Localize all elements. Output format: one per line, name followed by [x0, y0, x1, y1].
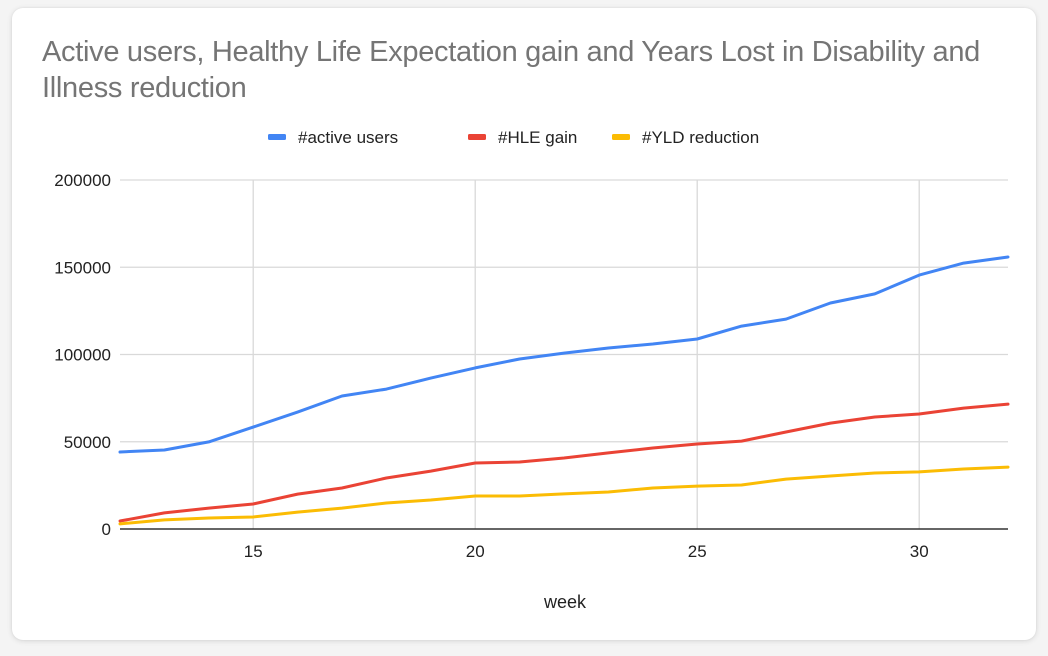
- y-tick-label: 0: [102, 520, 111, 539]
- series-line-yld-reduction: [118, 465, 1010, 526]
- gridlines: [120, 179, 1008, 529]
- x-tick-label: 30: [910, 542, 929, 561]
- legend: #active users #HLE gain #YLD reduction: [268, 128, 759, 147]
- series-line-hle-gain: [118, 402, 1010, 523]
- legend-label: #YLD reduction: [642, 128, 759, 147]
- legend-item[interactable]: #YLD reduction: [612, 128, 759, 147]
- x-tick-label: 20: [466, 542, 485, 561]
- legend-label: #active users: [298, 128, 398, 147]
- chart-title: Active users, Healthy Life Expectation g…: [42, 36, 980, 104]
- legend-label: #HLE gain: [498, 128, 577, 147]
- legend-swatch: [468, 134, 486, 140]
- legend-swatch: [612, 134, 630, 140]
- series-line-active-users: [118, 255, 1010, 454]
- y-tick-label: 200000: [54, 171, 111, 190]
- y-tick-label: 100000: [54, 346, 111, 365]
- y-tick-label: 50000: [64, 433, 111, 452]
- y-tick-label: 150000: [54, 258, 111, 277]
- y-axis-ticks: 0 50000 100000 150000 200000: [54, 171, 111, 539]
- series-lines: [118, 255, 1010, 526]
- x-axis-label: week: [543, 592, 587, 612]
- x-tick-label: 25: [688, 542, 707, 561]
- legend-item[interactable]: #active users: [268, 128, 398, 147]
- legend-swatch: [268, 134, 286, 140]
- chart-card: Active users, Healthy Life Expectation g…: [12, 8, 1036, 640]
- legend-item[interactable]: #HLE gain: [468, 128, 577, 147]
- x-axis-ticks: 15 20 25 30: [244, 542, 929, 561]
- x-tick-label: 15: [244, 542, 263, 561]
